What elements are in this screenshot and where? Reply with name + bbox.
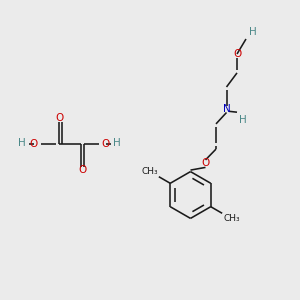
Text: N: N xyxy=(223,104,230,114)
Text: O: O xyxy=(101,139,110,149)
Text: H: H xyxy=(18,138,26,148)
Text: H: H xyxy=(113,138,121,148)
Text: O: O xyxy=(201,158,210,169)
Text: CH₃: CH₃ xyxy=(141,167,158,176)
Text: O: O xyxy=(78,165,87,176)
Text: CH₃: CH₃ xyxy=(224,214,240,223)
Text: H: H xyxy=(238,115,246,124)
Text: O: O xyxy=(56,112,64,123)
Text: O: O xyxy=(233,49,241,59)
Text: H: H xyxy=(249,27,257,37)
Text: O: O xyxy=(30,139,38,149)
